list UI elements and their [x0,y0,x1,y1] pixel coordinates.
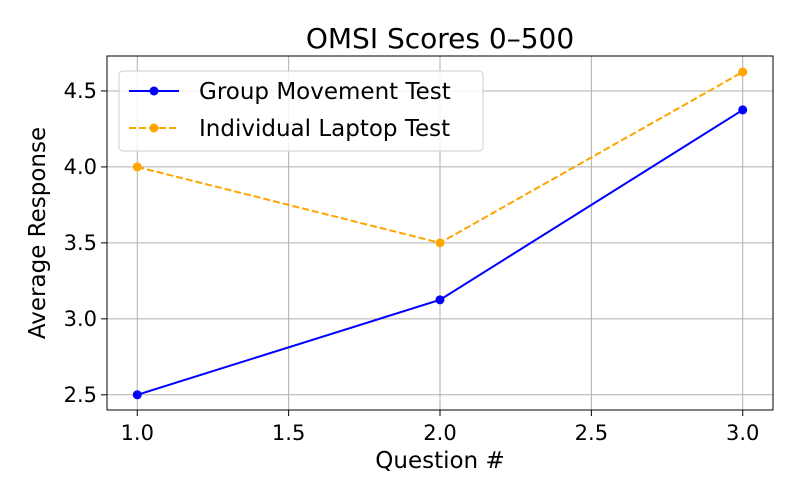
legend-marker-group-movement [149,86,159,96]
legend-label-group-movement: Group Movement Test [199,79,451,105]
x-axis-label: Question # [375,448,504,474]
chart-title: OMSI Scores 0–500 [306,22,574,55]
y-axis-label: Average Response [25,127,51,339]
x-tick-label: 2.5 [575,421,608,445]
legend-box [118,70,484,152]
x-tick-label: 1.0 [121,421,154,445]
legend-label-individual-laptop: Individual Laptop Test [199,116,450,142]
x-tick-label: 2.0 [423,421,456,445]
series-layer [132,67,748,400]
legend: Group Movement Test Individual Laptop Te… [118,70,484,152]
data-point-group-movement [132,390,142,400]
y-axis-ticks: 2.5 3.0 3.5 4.0 4.5 [64,79,107,407]
x-tick-label: 3.0 [726,421,759,445]
x-tick-label: 1.5 [272,421,305,445]
y-tick-label: 3.0 [64,307,97,331]
y-tick-label: 2.5 [64,383,97,407]
data-point-group-movement [435,295,445,305]
legend-marker-individual-laptop [149,123,159,133]
data-point-individual-laptop [132,162,142,172]
data-point-group-movement [738,105,748,115]
data-point-individual-laptop [738,67,748,77]
data-point-individual-laptop [435,238,445,248]
y-tick-label: 4.0 [64,155,97,179]
x-axis-ticks: 1.0 1.5 2.0 2.5 3.0 [121,410,759,445]
y-tick-label: 4.5 [64,79,97,103]
y-tick-label: 3.5 [64,231,97,255]
